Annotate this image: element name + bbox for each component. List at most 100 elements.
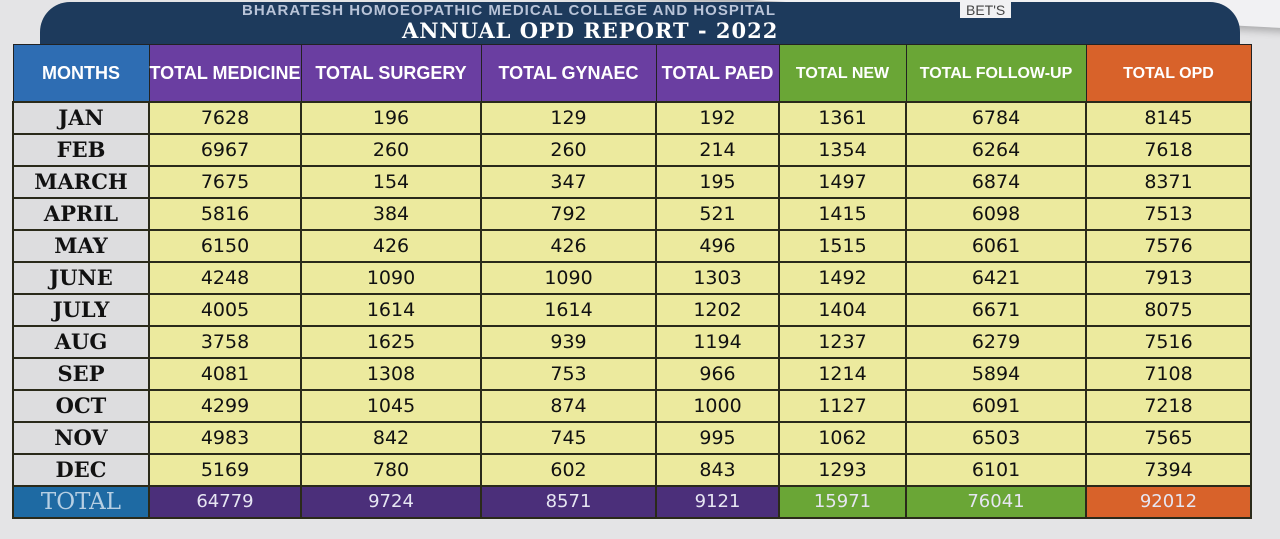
title-banner bbox=[40, 2, 1240, 44]
value-cell: 426 bbox=[480, 229, 657, 263]
value-cell: 1404 bbox=[778, 293, 907, 327]
month-cell: NOV bbox=[12, 421, 150, 455]
table-row: JULY 4005 1614 1614 1202 1404 6671 8075 bbox=[12, 293, 1252, 327]
value-cell: 4005 bbox=[148, 293, 302, 327]
value-cell: 1303 bbox=[655, 261, 780, 295]
value-cell: 780 bbox=[300, 453, 482, 487]
value-cell: 7618 bbox=[1085, 133, 1252, 167]
value-cell: 8145 bbox=[1085, 101, 1252, 135]
value-cell: 4983 bbox=[148, 421, 302, 455]
value-cell: 4299 bbox=[148, 389, 302, 423]
value-cell: 6874 bbox=[905, 165, 1087, 199]
month-cell: OCT bbox=[12, 389, 150, 423]
value-cell: 3758 bbox=[148, 325, 302, 359]
total-row: TOTAL 64779 9724 8571 9121 15971 76041 92012 bbox=[12, 485, 1252, 519]
column-header: TOTAL FOLLOW-UP bbox=[905, 44, 1087, 103]
header-row: MONTHS TOTAL MEDICINE TOTAL SURGERY TOTAL G… bbox=[12, 44, 1252, 103]
opd-table: MONTHS TOTAL MEDICINE TOTAL SURGERY TOTAL G… bbox=[12, 44, 1252, 519]
value-cell: 1614 bbox=[480, 293, 657, 327]
value-cell: 1202 bbox=[655, 293, 780, 327]
month-cell: MAY bbox=[12, 229, 150, 263]
table-row: NOV 4983 842 745 995 1062 6503 7565 bbox=[12, 421, 1252, 455]
value-cell: 6101 bbox=[905, 453, 1087, 487]
value-cell: 7513 bbox=[1085, 197, 1252, 231]
value-cell: 1090 bbox=[480, 261, 657, 295]
value-cell: 496 bbox=[655, 229, 780, 263]
value-cell: 966 bbox=[655, 357, 780, 391]
value-cell: 1614 bbox=[300, 293, 482, 327]
value-cell: 1045 bbox=[300, 389, 482, 423]
value-cell: 4248 bbox=[148, 261, 302, 295]
month-cell: FEB bbox=[12, 133, 150, 167]
value-cell: 1361 bbox=[778, 101, 907, 135]
value-cell: 1354 bbox=[778, 133, 907, 167]
month-cell: MARCH bbox=[12, 165, 150, 199]
value-cell: 5816 bbox=[148, 197, 302, 231]
total-cell: 64779 bbox=[148, 485, 302, 519]
total-cell: 9724 bbox=[300, 485, 482, 519]
value-cell: 7576 bbox=[1085, 229, 1252, 263]
paper-note: BET'S bbox=[960, 2, 1012, 18]
total-cell: 8571 bbox=[480, 485, 657, 519]
value-cell: 347 bbox=[480, 165, 657, 199]
value-cell: 792 bbox=[480, 197, 657, 231]
value-cell: 7565 bbox=[1085, 421, 1252, 455]
column-header: TOTAL OPD bbox=[1085, 44, 1252, 103]
table-row: DEC 5169 780 602 843 1293 6101 7394 bbox=[12, 453, 1252, 487]
value-cell: 6503 bbox=[905, 421, 1087, 455]
value-cell: 129 bbox=[480, 101, 657, 135]
total-cell: 9121 bbox=[655, 485, 780, 519]
value-cell: 1194 bbox=[655, 325, 780, 359]
total-label: TOTAL bbox=[12, 485, 150, 519]
value-cell: 192 bbox=[655, 101, 780, 135]
value-cell: 1293 bbox=[778, 453, 907, 487]
table-row: MARCH 7675 154 347 195 1497 6874 8371 bbox=[12, 165, 1252, 199]
column-header: MONTHS bbox=[12, 44, 150, 103]
column-header: TOTAL NEW bbox=[778, 44, 907, 103]
value-cell: 745 bbox=[480, 421, 657, 455]
value-cell: 426 bbox=[300, 229, 482, 263]
table-row: AUG 3758 1625 939 1194 1237 6279 7516 bbox=[12, 325, 1252, 359]
month-cell: AUG bbox=[12, 325, 150, 359]
value-cell: 196 bbox=[300, 101, 482, 135]
value-cell: 6671 bbox=[905, 293, 1087, 327]
month-cell: SEP bbox=[12, 357, 150, 391]
value-cell: 195 bbox=[655, 165, 780, 199]
value-cell: 1090 bbox=[300, 261, 482, 295]
value-cell: 1214 bbox=[778, 357, 907, 391]
value-cell: 7913 bbox=[1085, 261, 1252, 295]
value-cell: 5169 bbox=[148, 453, 302, 487]
value-cell: 1308 bbox=[300, 357, 482, 391]
value-cell: 1492 bbox=[778, 261, 907, 295]
month-cell: JAN bbox=[12, 101, 150, 135]
month-cell: DEC bbox=[12, 453, 150, 487]
column-header: TOTAL SURGERY bbox=[300, 44, 482, 103]
value-cell: 1127 bbox=[778, 389, 907, 423]
table-row: JUNE 4248 1090 1090 1303 1492 6421 7913 bbox=[12, 261, 1252, 295]
table-row: OCT 4299 1045 874 1000 1127 6091 7218 bbox=[12, 389, 1252, 423]
table-row: SEP 4081 1308 753 966 1214 5894 7108 bbox=[12, 357, 1252, 391]
value-cell: 6150 bbox=[148, 229, 302, 263]
college-name: BHARATESH HOMOEOPATHIC MEDICAL COLLEGE A… bbox=[242, 2, 777, 19]
table-row: FEB 6967 260 260 214 1354 6264 7618 bbox=[12, 133, 1252, 167]
value-cell: 214 bbox=[655, 133, 780, 167]
month-cell: JULY bbox=[12, 293, 150, 327]
column-header: TOTAL MEDICINE bbox=[148, 44, 302, 103]
value-cell: 1237 bbox=[778, 325, 907, 359]
report-title: ANNUAL OPD REPORT - 2022 bbox=[402, 18, 779, 43]
table-row: APRIL 5816 384 792 521 1415 6098 7513 bbox=[12, 197, 1252, 231]
value-cell: 8075 bbox=[1085, 293, 1252, 327]
value-cell: 6264 bbox=[905, 133, 1087, 167]
table-row: MAY 6150 426 426 496 1515 6061 7576 bbox=[12, 229, 1252, 263]
total-cell: 92012 bbox=[1085, 485, 1252, 519]
value-cell: 1497 bbox=[778, 165, 907, 199]
value-cell: 521 bbox=[655, 197, 780, 231]
value-cell: 7628 bbox=[148, 101, 302, 135]
value-cell: 6421 bbox=[905, 261, 1087, 295]
value-cell: 4081 bbox=[148, 357, 302, 391]
value-cell: 260 bbox=[480, 133, 657, 167]
value-cell: 7108 bbox=[1085, 357, 1252, 391]
value-cell: 842 bbox=[300, 421, 482, 455]
value-cell: 154 bbox=[300, 165, 482, 199]
opd-report-sheet: BHARATESH HOMOEOPATHIC MEDICAL COLLEGE A… bbox=[12, 2, 1257, 530]
